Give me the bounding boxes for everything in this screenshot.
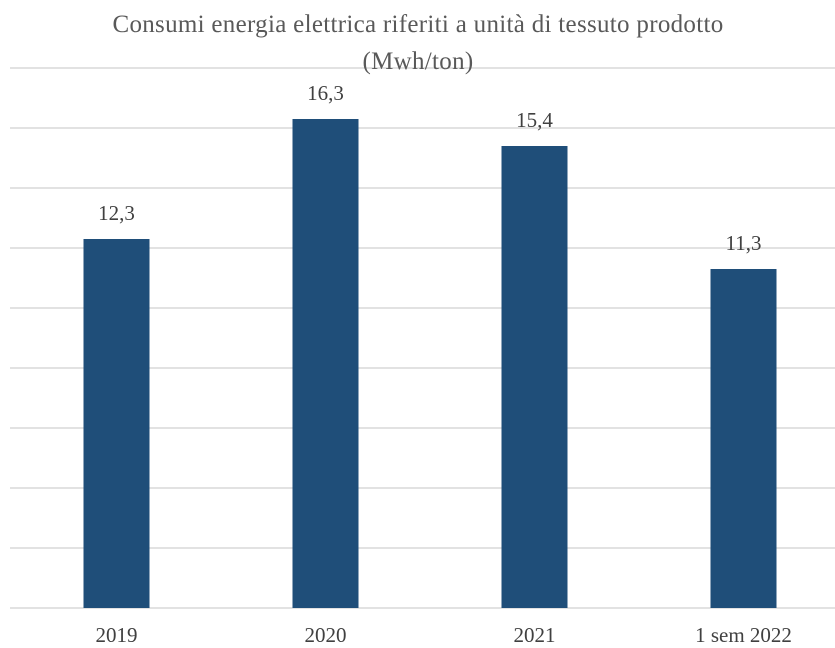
- data-label: 16,3: [307, 81, 344, 105]
- chart-title: Consumi energia elettrica riferiti a uni…: [112, 11, 724, 75]
- bar: [292, 119, 359, 608]
- data-label: 12,3: [98, 201, 135, 225]
- x-tick-label: 2020: [305, 623, 347, 647]
- bar: [501, 146, 568, 608]
- data-label: 11,3: [726, 231, 762, 255]
- x-tick-label: 2021: [514, 623, 556, 647]
- x-tick-label: 2019: [96, 623, 138, 647]
- bar: [83, 239, 150, 608]
- bar: [710, 269, 777, 608]
- x-tick-label: 1 sem 2022: [695, 623, 792, 647]
- data-label: 15,4: [516, 108, 553, 132]
